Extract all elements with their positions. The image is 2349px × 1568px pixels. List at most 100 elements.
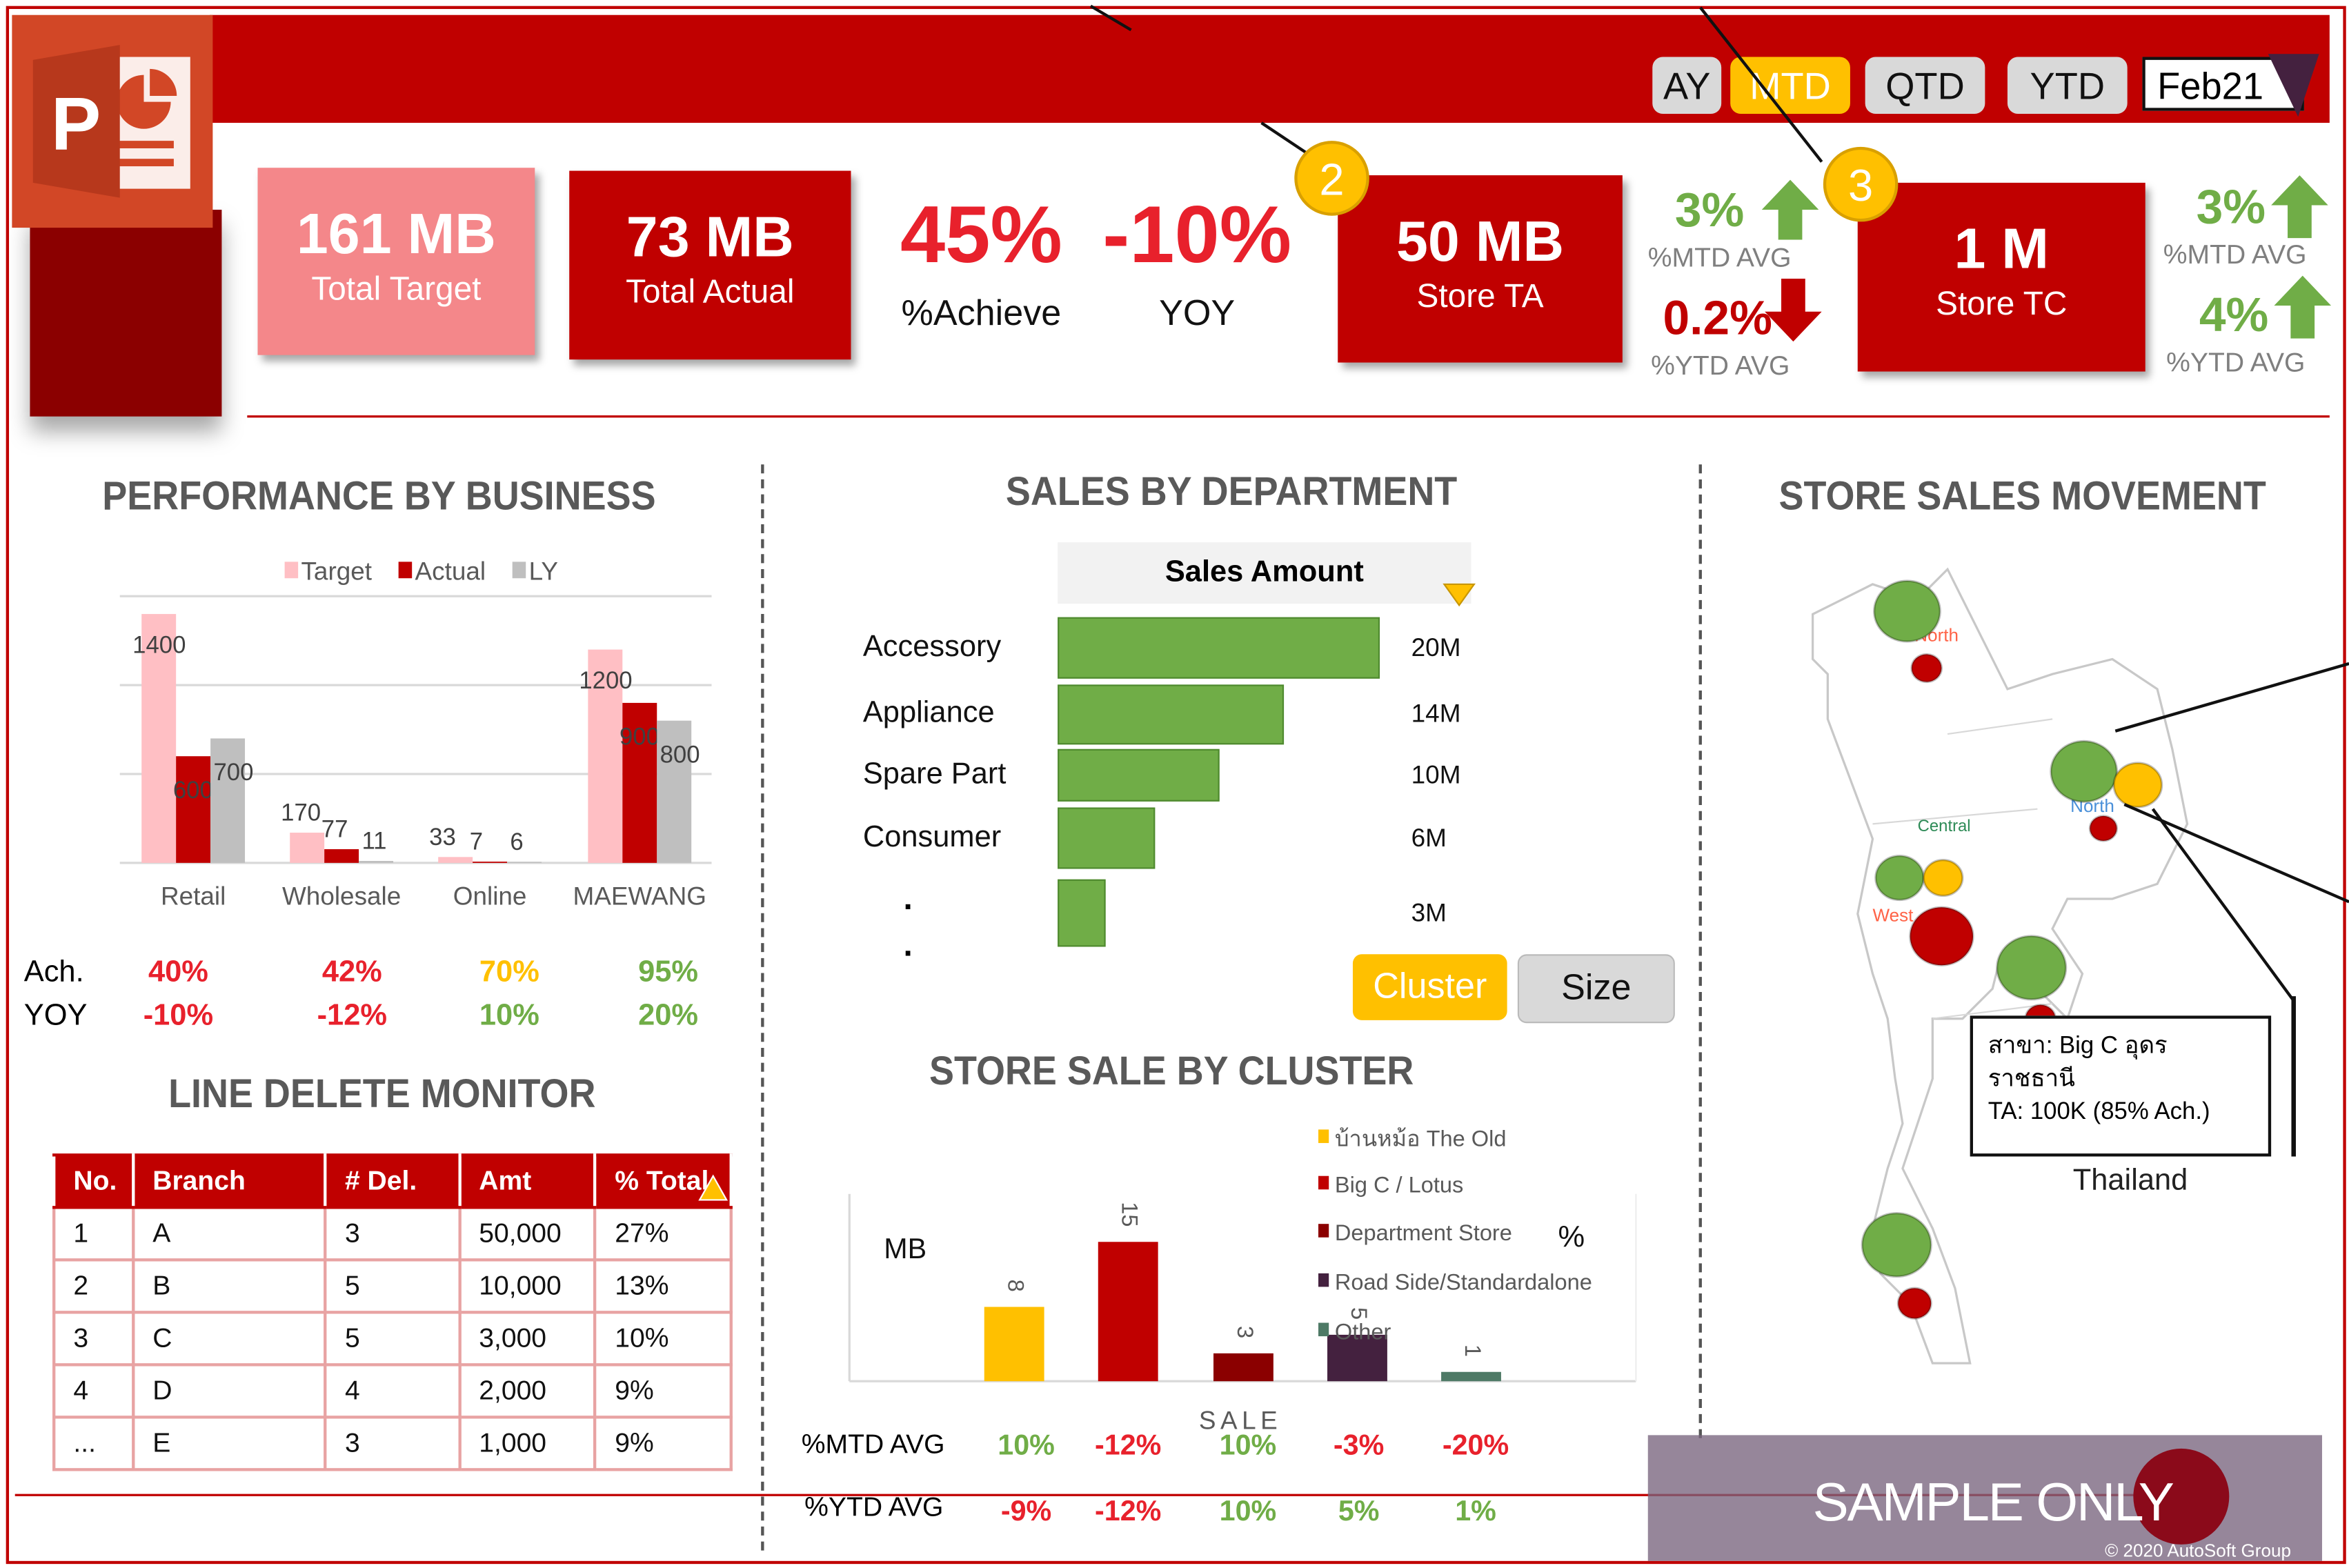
legend-label: LY	[529, 557, 558, 585]
cluster-button[interactable]: Cluster	[1352, 954, 1507, 1020]
table-row[interactable]: 3 C 5 3,000 10%	[52, 1311, 733, 1367]
cluster-title: STORE SALE BY CLUSTER	[929, 1049, 1414, 1094]
line-delete-table: No. Branch # Del. Amt% Total 1 A 3 50,000 27% 2 B…	[52, 1153, 733, 1471]
store-bubble-good[interactable]	[1874, 854, 1925, 902]
table-cell: 2	[52, 1258, 135, 1314]
column-header[interactable]: Branch	[131, 1153, 327, 1209]
dropdown-triangle-icon[interactable]	[2268, 54, 2319, 117]
section-divider	[1698, 464, 1702, 1438]
ach-value: 42%	[321, 955, 382, 989]
data-label: 7	[470, 829, 483, 855]
cluster-ytd-value: 10%	[1219, 1496, 1277, 1529]
cluster-mtd-value: -20%	[1442, 1430, 1509, 1462]
store-bubble-bad[interactable]	[1909, 906, 1974, 966]
cluster-ytd-value: -9%	[1000, 1496, 1052, 1529]
store-bubble-warn[interactable]	[1922, 858, 1964, 897]
store-bubble-warn[interactable]	[2112, 762, 2163, 808]
department-label: .	[903, 879, 913, 917]
region-label-central: Central	[1918, 817, 1971, 835]
size-button[interactable]: Size	[1517, 954, 1675, 1024]
department-value: 20M	[1411, 633, 1461, 662]
data-label: 1400	[132, 633, 186, 659]
cluster-bar	[1327, 1334, 1387, 1382]
table-row[interactable]: 2 B 5 10,000 13%	[52, 1258, 733, 1314]
column-header[interactable]: No.	[52, 1153, 135, 1209]
bar-target	[588, 649, 623, 863]
bar-actual	[324, 848, 359, 863]
category-label: MAEWANG	[573, 882, 706, 911]
store-tc-mtd-value: 3%	[2196, 179, 2266, 234]
column-header[interactable]: Amt	[457, 1153, 597, 1209]
table-cell: 1	[52, 1206, 135, 1262]
store-bubble-good[interactable]	[2050, 740, 2119, 803]
total-target-value: 161 MB	[296, 204, 496, 267]
total-actual-card: 73 MB Total Actual	[569, 170, 851, 360]
yoy-value: 20%	[638, 999, 698, 1033]
thailand-map[interactable]: Central West North North	[1708, 524, 2349, 1453]
period-button-ytd[interactable]: YTD	[2007, 57, 2128, 115]
month-select-value: Feb21	[2157, 66, 2264, 108]
store-bubble-good[interactable]	[1861, 1212, 1932, 1278]
legend-swatch	[284, 562, 299, 579]
cluster-bar-label: 15	[1118, 1202, 1142, 1227]
table-cell: 9%	[593, 1363, 733, 1419]
cluster-ytd-label: %YTD AVG	[804, 1491, 944, 1522]
table-cell: 2,000	[457, 1363, 597, 1419]
store-bubble-bad[interactable]	[1896, 1287, 1932, 1320]
total-actual-value: 73 MB	[626, 206, 794, 270]
store-bubble-good[interactable]	[1996, 935, 2068, 1001]
store-tc-value: 1 M	[1954, 219, 2050, 282]
store-tc-ytd-value: 4%	[2199, 287, 2269, 342]
legend-swatch	[1318, 1224, 1329, 1238]
ach-value: 70%	[479, 955, 539, 989]
powerpoint-icon: P	[12, 14, 213, 228]
table-row[interactable]: 1 A 3 50,000 27%	[52, 1206, 733, 1262]
bar-actual	[176, 756, 211, 863]
table-row[interactable]: 4 D 4 2,000 9%	[52, 1363, 733, 1419]
arrow-up-icon	[2271, 175, 2328, 239]
arrow-up-icon	[1761, 179, 1819, 240]
legend-label: Actual	[415, 557, 486, 585]
yoy-label: YOY	[1159, 293, 1236, 335]
store-bubble-good[interactable]	[1873, 579, 1941, 643]
region-label-west: West	[1873, 905, 1914, 926]
store-tooltip: สาขา: Big C อุดรราชธานี TA: 100K (85% Ac…	[1970, 1015, 2272, 1157]
legend-swatch	[1318, 1273, 1329, 1287]
store-ta-label: Store TA	[1416, 277, 1544, 315]
tooltip-branch: สาขา: Big C อุดรราชธานี	[1988, 1033, 2168, 1093]
store-ta-value: 50 MB	[1396, 211, 1565, 275]
department-bar	[1058, 617, 1380, 679]
y-axis-label: MB	[884, 1233, 926, 1264]
department-label: Appliance	[862, 696, 995, 730]
sort-triangle-icon[interactable]	[698, 1174, 729, 1202]
cluster-bar	[1213, 1353, 1273, 1382]
table-row[interactable]: ... E 3 1,000 9%	[52, 1416, 733, 1471]
map-title: STORE SALES MOVEMENT	[1778, 473, 2266, 519]
period-button-ay[interactable]: AY	[1652, 57, 1722, 115]
data-label: 1200	[579, 668, 632, 694]
cluster-mtd-value: 10%	[998, 1430, 1055, 1462]
table-cell: 5	[324, 1311, 462, 1367]
store-ta-ytd-label: %YTD AVG	[1651, 350, 1790, 381]
yoy-value: -10%	[1102, 190, 1291, 281]
table-cell: 3	[324, 1206, 462, 1262]
store-tc-label: Store TC	[1936, 284, 2068, 322]
period-button-qtd[interactable]: QTD	[1865, 57, 1985, 115]
data-label: 800	[660, 742, 700, 768]
data-label: 900	[620, 724, 660, 751]
data-label: 600	[173, 777, 213, 804]
cluster-ytd-value: 1%	[1455, 1496, 1496, 1529]
store-bubble-bad[interactable]	[1910, 653, 1943, 684]
legend-label: บ้านหม้อ The Old	[1335, 1126, 1507, 1151]
period-button-mtd[interactable]: MTD	[1730, 57, 1850, 115]
data-label: 6	[510, 829, 523, 855]
bar-ly	[657, 720, 692, 863]
table-cell: C	[131, 1311, 327, 1367]
filter-dropdown-icon[interactable]	[1443, 583, 1476, 607]
section-divider	[761, 464, 764, 1551]
column-header[interactable]: # Del.	[324, 1153, 462, 1209]
store-bubble-bad[interactable]	[2088, 815, 2119, 842]
legend-label: Department Store	[1335, 1220, 1512, 1245]
